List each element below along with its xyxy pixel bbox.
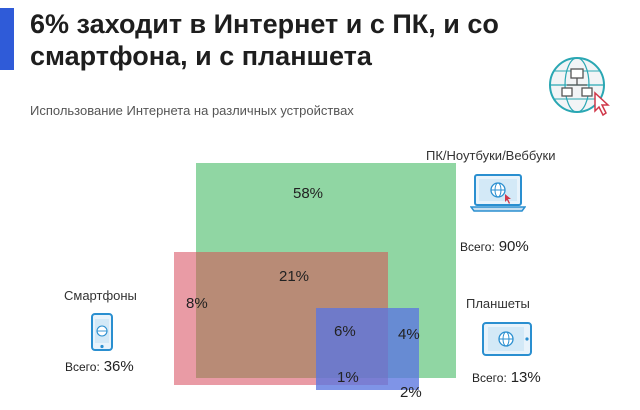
page-title: 6% заходит в Интернет и с ПК, и со смарт… xyxy=(30,9,499,71)
tablet-globe-icon xyxy=(482,322,532,356)
tablet-total-label: Всего: xyxy=(472,371,507,385)
chart-subtitle: Использование Интернета на различных уст… xyxy=(30,103,354,118)
globe-network-cursor-icon xyxy=(549,57,610,117)
pc-total-value: 90% xyxy=(498,238,529,255)
tablet-total: Всего: 13% xyxy=(472,369,541,386)
pc-total-label: Всего: xyxy=(460,240,495,254)
smartphone-category-label: Смартфоны xyxy=(64,288,137,303)
accent-bar xyxy=(0,8,14,70)
smartphone-total: Всего: 36% xyxy=(65,358,134,375)
tablet-total-value: 13% xyxy=(510,369,541,386)
region-label-phone-only: 8% xyxy=(186,295,208,312)
smartphone-total-label: Всего: xyxy=(65,360,100,374)
region-label-pc-tablet: 4% xyxy=(398,326,420,343)
region-label-phone-tablet: 1% xyxy=(337,369,359,386)
region-label-tablet-only: 2% xyxy=(400,384,422,401)
tablet-category-label: Планшеты xyxy=(466,296,530,311)
smartphone-total-value: 36% xyxy=(103,358,134,375)
region-label-pc-phone: 21% xyxy=(279,268,310,285)
pc-total: Всего: 90% xyxy=(460,238,529,255)
region-label-all-three: 6% xyxy=(334,323,356,340)
region-label-pc-only: 58% xyxy=(293,185,324,202)
pc-category-label: ПК/Ноутбуки/Веббуки xyxy=(426,148,556,163)
smartphone-globe-icon xyxy=(91,313,113,351)
laptop-globe-icon xyxy=(470,174,526,212)
venn-set-tablet xyxy=(316,308,419,390)
